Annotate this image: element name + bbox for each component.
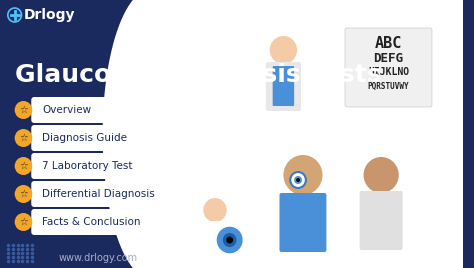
- Text: Facts & Conclusion: Facts & Conclusion: [42, 217, 140, 227]
- Circle shape: [296, 178, 300, 182]
- FancyBboxPatch shape: [31, 209, 193, 235]
- Text: ☆: ☆: [19, 189, 28, 199]
- Circle shape: [283, 155, 322, 195]
- Circle shape: [216, 226, 243, 254]
- FancyBboxPatch shape: [31, 97, 193, 123]
- FancyBboxPatch shape: [273, 66, 294, 106]
- FancyBboxPatch shape: [280, 193, 327, 252]
- Circle shape: [15, 185, 32, 203]
- Text: PQRSTUVWY: PQRSTUVWY: [368, 81, 409, 91]
- FancyBboxPatch shape: [31, 125, 193, 151]
- Text: DEFG: DEFG: [374, 51, 403, 65]
- Text: ☆: ☆: [19, 133, 28, 143]
- Text: Differential Diagnosis: Differential Diagnosis: [42, 189, 155, 199]
- Circle shape: [364, 157, 399, 193]
- Text: 7 Laboratory Test: 7 Laboratory Test: [42, 161, 133, 171]
- Circle shape: [15, 213, 32, 231]
- Text: HIJKLNO: HIJKLNO: [368, 67, 409, 77]
- Circle shape: [203, 198, 227, 222]
- Text: Drlogy: Drlogy: [23, 8, 75, 22]
- Circle shape: [223, 233, 237, 247]
- Text: Glaucoma Diagnosis Tests: Glaucoma Diagnosis Tests: [15, 63, 381, 87]
- Polygon shape: [103, 0, 463, 268]
- Text: ABC: ABC: [375, 36, 402, 51]
- Circle shape: [15, 129, 32, 147]
- FancyBboxPatch shape: [345, 28, 432, 107]
- Text: Diagnosis Guide: Diagnosis Guide: [42, 133, 127, 143]
- Text: ☆: ☆: [19, 161, 28, 171]
- Circle shape: [15, 101, 32, 119]
- FancyBboxPatch shape: [202, 221, 228, 258]
- FancyBboxPatch shape: [31, 153, 193, 179]
- FancyBboxPatch shape: [31, 181, 193, 207]
- Text: www.drlogy.com: www.drlogy.com: [59, 253, 138, 263]
- Circle shape: [270, 36, 297, 64]
- Circle shape: [294, 176, 302, 184]
- Circle shape: [290, 172, 306, 188]
- Text: Overview: Overview: [42, 105, 91, 115]
- Text: ☆: ☆: [19, 217, 28, 227]
- PathPatch shape: [155, 0, 463, 268]
- FancyBboxPatch shape: [266, 62, 301, 111]
- Circle shape: [15, 157, 32, 175]
- Circle shape: [226, 236, 233, 244]
- Text: ☆: ☆: [19, 105, 28, 115]
- FancyBboxPatch shape: [360, 191, 402, 250]
